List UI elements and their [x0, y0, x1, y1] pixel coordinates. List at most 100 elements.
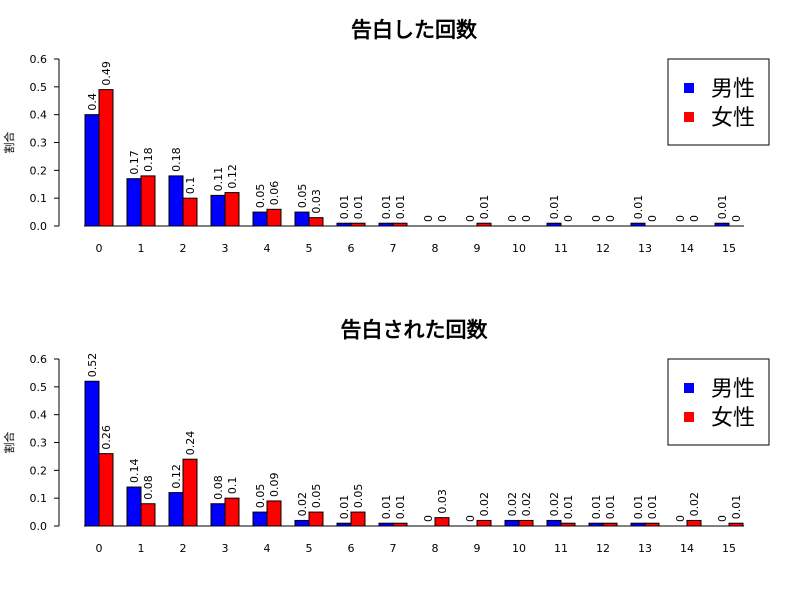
x-tick-label: 4: [264, 542, 271, 555]
data-label: 0.01: [394, 195, 407, 220]
x-tick-label: 15: [722, 242, 736, 255]
y-tick-label: 0.6: [30, 53, 48, 66]
data-label: 0.05: [254, 484, 267, 509]
x-tick-label: 11: [554, 542, 568, 555]
bar: [602, 522, 618, 527]
data-label: 0.02: [478, 492, 491, 517]
bar: [546, 519, 562, 527]
x-tick-label: 11: [554, 242, 568, 255]
x-tick-label: 2: [180, 542, 187, 555]
bar: [126, 178, 142, 227]
data-label: 0.11: [212, 167, 225, 192]
data-label: 0.05: [254, 184, 267, 209]
y-tick-label: 0.1: [30, 492, 48, 505]
data-label: 0: [464, 215, 477, 222]
x-tick-label: 0: [96, 542, 103, 555]
bar: [434, 517, 450, 527]
bar: [350, 222, 366, 227]
data-label: 0.02: [688, 492, 701, 517]
x-tick-label: 5: [306, 542, 313, 555]
data-label: 0.01: [590, 495, 603, 520]
x-tick-label: 12: [596, 242, 610, 255]
data-label: 0.01: [394, 495, 407, 520]
bar: [308, 511, 324, 527]
data-label: 0.01: [604, 495, 617, 520]
data-label: 0.05: [310, 484, 323, 509]
data-label: 0.02: [520, 492, 533, 517]
bar: [714, 222, 730, 227]
data-label: 0: [464, 515, 477, 522]
data-label: 0.01: [338, 495, 351, 520]
bar: [630, 222, 646, 227]
bar: [392, 522, 408, 527]
bar: [84, 380, 100, 527]
data-label: 0.26: [100, 425, 113, 450]
bar: [392, 222, 408, 227]
legend-box: [667, 58, 770, 146]
data-label: 0: [716, 515, 729, 522]
y-tick-label: 0.0: [30, 220, 48, 233]
data-label: 0.17: [128, 150, 141, 175]
legend-label: 男性: [711, 77, 755, 102]
bar: [140, 175, 156, 227]
x-tick-label: 10: [512, 542, 526, 555]
x-tick-label: 13: [638, 242, 652, 255]
bar: [140, 503, 156, 527]
bar: [224, 497, 240, 527]
x-tick-label: 8: [432, 242, 439, 255]
data-label: 0.01: [548, 195, 561, 220]
y-axis-label: 割合: [2, 132, 16, 154]
data-label: 0.05: [296, 184, 309, 209]
chart-panel-2: 告白された回数0.00.10.20.30.40.50.6割合0.520.2600…: [2, 318, 770, 555]
legend-label: 男性: [711, 377, 755, 402]
data-label: 0: [436, 215, 449, 222]
x-tick-label: 13: [638, 542, 652, 555]
x-tick-label: 4: [264, 242, 271, 255]
data-label: 0.18: [170, 147, 183, 172]
x-tick-label: 14: [680, 542, 694, 555]
legend-swatch: [684, 83, 694, 93]
x-tick-label: 7: [390, 542, 397, 555]
x-tick-label: 6: [348, 242, 355, 255]
data-label: 0.52: [86, 353, 99, 378]
data-label: 0: [730, 215, 743, 222]
y-tick-label: 0.6: [30, 353, 48, 366]
y-tick-label: 0.4: [30, 409, 48, 422]
x-tick-label: 3: [222, 542, 229, 555]
bar: [98, 453, 114, 527]
data-label: 0.01: [730, 495, 743, 520]
data-label: 0: [646, 215, 659, 222]
data-label: 0.01: [338, 195, 351, 220]
bar: [588, 522, 604, 527]
x-tick-label: 2: [180, 242, 187, 255]
bar: [728, 522, 744, 527]
data-label: 0.08: [212, 475, 225, 500]
bar: [266, 500, 282, 527]
bar: [294, 519, 310, 527]
bar: [252, 511, 268, 527]
legend-swatch: [684, 383, 694, 393]
data-label: 0: [422, 515, 435, 522]
bar: [560, 522, 576, 527]
chart-title: 告白した回数: [351, 18, 478, 42]
data-label: 0.01: [562, 495, 575, 520]
data-label: 0.01: [632, 195, 645, 220]
bar: [252, 211, 268, 227]
data-label: 0.02: [296, 492, 309, 517]
data-label: 0: [422, 215, 435, 222]
bar: [378, 222, 394, 227]
legend-box: [667, 358, 770, 446]
x-tick-label: 12: [596, 542, 610, 555]
data-label: 0: [562, 215, 575, 222]
bar: [644, 522, 660, 527]
y-tick-label: 0.3: [30, 437, 48, 450]
data-label: 0.01: [716, 195, 729, 220]
data-label: 0.01: [380, 495, 393, 520]
data-label: 0.01: [632, 495, 645, 520]
bar: [630, 522, 646, 527]
bar: [294, 211, 310, 227]
bar: [210, 194, 226, 227]
y-tick-label: 0.5: [30, 381, 48, 394]
x-tick-label: 14: [680, 242, 694, 255]
data-label: 0.14: [128, 459, 141, 484]
